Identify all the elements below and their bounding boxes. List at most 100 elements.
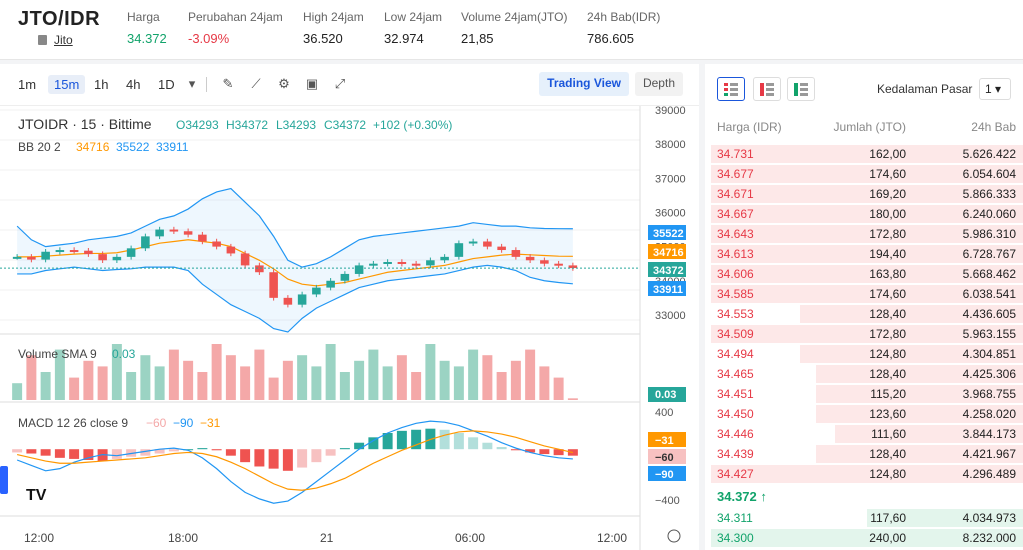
pencil-icon[interactable]: ✎: [222, 76, 234, 91]
stat-value: 34.372: [127, 31, 167, 46]
book-view-asks-button[interactable]: [753, 77, 781, 101]
chart-toolbar: 1m 15m 1h 4h 1D ▾ ✎ ⟋ ⚙ ▣ ⤢ Trading View Dept…: [0, 64, 699, 106]
gear-icon: [667, 529, 681, 543]
price-cell: 34.667: [717, 207, 754, 221]
macd-hist-bar: [240, 449, 251, 463]
stat-label: Perubahan 24jam: [188, 10, 283, 24]
bid-row[interactable]: 34.311 117,60 4.034.973: [705, 508, 1023, 528]
macd-hist-bar: [368, 437, 379, 450]
volume-bar: [126, 372, 137, 400]
candle-body: [27, 256, 36, 260]
bid-row[interactable]: 34.300 240,00 8.232.000: [705, 528, 1023, 548]
macd-hist-bar: [496, 447, 507, 450]
ask-row[interactable]: 34.509 172,80 5.963.155: [705, 324, 1023, 344]
gear-icon[interactable]: ⚙: [278, 76, 290, 91]
macd-hist-bar: [311, 449, 322, 463]
ask-row[interactable]: 34.667 180,00 6.240.060: [705, 204, 1023, 224]
volume-bar: [539, 366, 550, 400]
ask-row[interactable]: 34.494 124,80 4.304.851: [705, 344, 1023, 364]
price-cell: 34.439: [717, 447, 754, 461]
depth-bar: [711, 145, 1023, 163]
volume-badge: [648, 387, 686, 402]
volume-bar: [297, 355, 308, 400]
amount-cell: 162,00: [869, 147, 906, 161]
ask-row[interactable]: 34.643 172,80 5.986.310: [705, 224, 1023, 244]
price-badge: [648, 281, 686, 296]
col-total: 24h Bab: [971, 120, 1016, 134]
stat-label: Low 24jam: [384, 10, 443, 24]
macd-hist-bar: [282, 449, 293, 471]
ask-row[interactable]: 34.731 162,00 5.626.422: [705, 144, 1023, 164]
candle-body: [312, 287, 321, 295]
trading-view-tab[interactable]: Trading View: [539, 72, 629, 96]
volume-bar: [140, 355, 151, 400]
candle-body: [41, 251, 50, 260]
price-chart[interactable]: 3900038000370003600035000340003300035522…: [0, 106, 699, 550]
candle-body: [411, 263, 421, 266]
legend-high: H34372: [226, 118, 268, 132]
bb-upper-line: [16, 187, 573, 268]
timeframe-1m[interactable]: 1m: [18, 77, 37, 92]
ask-row[interactable]: 34.585 174,60 6.038.541: [705, 284, 1023, 304]
book-view-both-button[interactable]: [717, 77, 745, 101]
line-chart-icon[interactable]: ⟋: [251, 76, 261, 91]
ask-row[interactable]: 34.450 123,60 4.258.020: [705, 404, 1023, 424]
ask-row[interactable]: 34.677 174,60 6.054.604: [705, 164, 1023, 184]
candle-body: [226, 246, 236, 254]
depth-select[interactable]: 1 ▾: [979, 78, 1011, 100]
stat-0: Harga 34.372: [127, 10, 167, 46]
depth-bar: [711, 165, 1023, 183]
macd-badge-label: −90: [655, 469, 674, 481]
timeframe-1h[interactable]: 1h: [94, 77, 109, 92]
last-price: 34.372 ↑: [705, 484, 1023, 508]
macd-badge: [648, 432, 686, 447]
macd-badge: [648, 449, 686, 464]
timeframe-4h[interactable]: 4h: [126, 77, 141, 92]
macd-hist-bar: [254, 449, 265, 467]
macd-hist-bar: [411, 429, 422, 450]
volume-bar: [254, 349, 265, 400]
amount-cell: 174,60: [869, 287, 906, 301]
amount-cell: 172,80: [869, 327, 906, 341]
candle-body: [554, 263, 563, 266]
ask-row[interactable]: 34.465 128,40 4.425.306: [705, 364, 1023, 384]
depth-label: Kedalaman Pasar: [877, 82, 973, 96]
macd-hist-bar: [40, 449, 51, 456]
depth-bar: [711, 265, 1023, 283]
volume-bar: [453, 366, 464, 400]
ask-row[interactable]: 34.671 169,20 5.866.333: [705, 184, 1023, 204]
volume-bar: [12, 383, 23, 400]
volume-bar: [510, 360, 521, 400]
ask-row[interactable]: 34.606 163,80 5.668.462: [705, 264, 1023, 284]
expand-icon[interactable]: ⤢: [334, 76, 346, 91]
depth-tab[interactable]: Depth: [634, 72, 683, 96]
ask-row[interactable]: 34.446 111,60 3.844.173: [705, 424, 1023, 444]
price-cell: 34.450: [717, 407, 754, 421]
macd-v3: −31: [200, 416, 221, 430]
candle-body: [540, 260, 549, 264]
ask-row[interactable]: 34.451 115,20 3.968.755: [705, 384, 1023, 404]
order-book: Kedalaman Pasar 1 ▾ Harga (IDR) Jumlah (…: [705, 64, 1023, 550]
stat-label: Volume 24jam(JTO): [461, 10, 568, 24]
timeframe-15m[interactable]: 15m: [48, 75, 86, 94]
timeframe-1D[interactable]: 1D: [158, 77, 175, 92]
price-cell: 34.643: [717, 227, 754, 241]
volume-bar: [311, 366, 322, 400]
ask-row[interactable]: 34.427 124,80 4.296.489: [705, 464, 1023, 484]
candle-body: [283, 297, 293, 305]
stat-4: Volume 24jam(JTO) 21,85: [461, 10, 567, 46]
amount-cell: 124,80: [869, 467, 906, 481]
ask-row[interactable]: 34.553 128,40 4.436.605: [705, 304, 1023, 324]
total-cell: 4.304.851: [962, 347, 1016, 361]
time-tick: 12:00: [597, 531, 627, 545]
ask-row[interactable]: 34.613 194,40 6.728.767: [705, 244, 1023, 264]
save-icon[interactable]: ▣: [305, 76, 319, 91]
volume-bar: [553, 377, 564, 400]
book-view-bids-button[interactable]: [787, 77, 815, 101]
volume-bar: [168, 349, 179, 400]
candle-body: [169, 229, 179, 232]
depth-bar: [800, 345, 1023, 363]
coin-name-link[interactable]: Jito: [54, 33, 73, 47]
chevron-down-icon[interactable]: ▾: [188, 76, 196, 91]
ask-row[interactable]: 34.439 128,40 4.421.967: [705, 444, 1023, 464]
